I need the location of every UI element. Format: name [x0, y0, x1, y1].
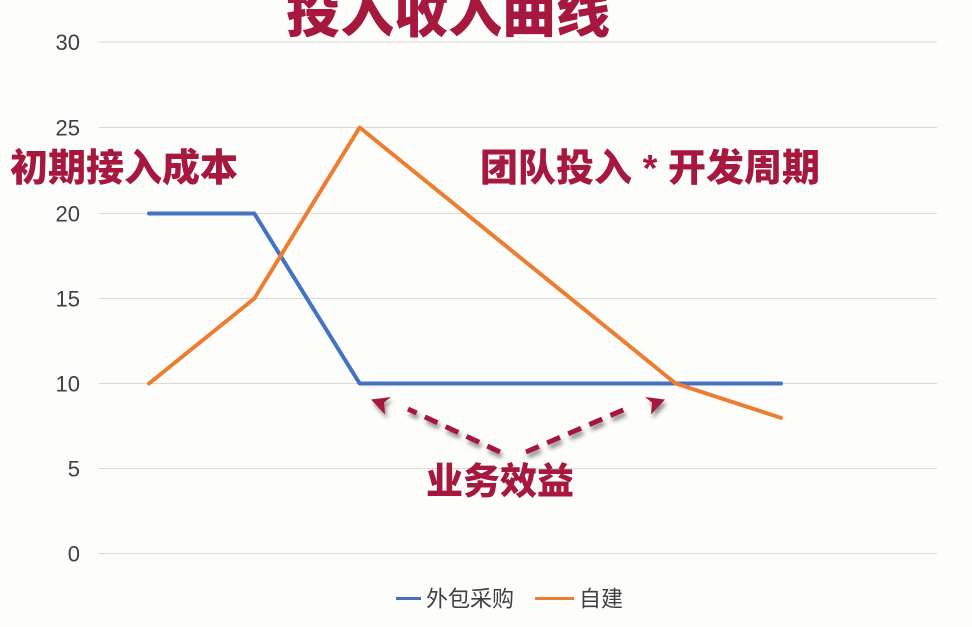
svg-text:自建: 自建: [579, 587, 623, 612]
svg-text:团队投入 * 开发周期: 团队投入 * 开发周期: [480, 148, 820, 190]
svg-text:0: 0: [68, 542, 80, 567]
svg-text:20: 20: [56, 202, 80, 227]
svg-text:外包采购: 外包采购: [426, 587, 514, 612]
svg-text:业务效益: 业务效益: [426, 461, 574, 502]
svg-text:30: 30: [56, 30, 80, 55]
svg-text:投入收入曲线: 投入收入曲线: [286, 0, 610, 44]
svg-text:10: 10: [56, 372, 80, 397]
svg-text:5: 5: [68, 457, 80, 482]
svg-text:初期接入成本: 初期接入成本: [10, 147, 238, 190]
svg-text:25: 25: [56, 116, 80, 141]
svg-text:15: 15: [56, 287, 80, 312]
